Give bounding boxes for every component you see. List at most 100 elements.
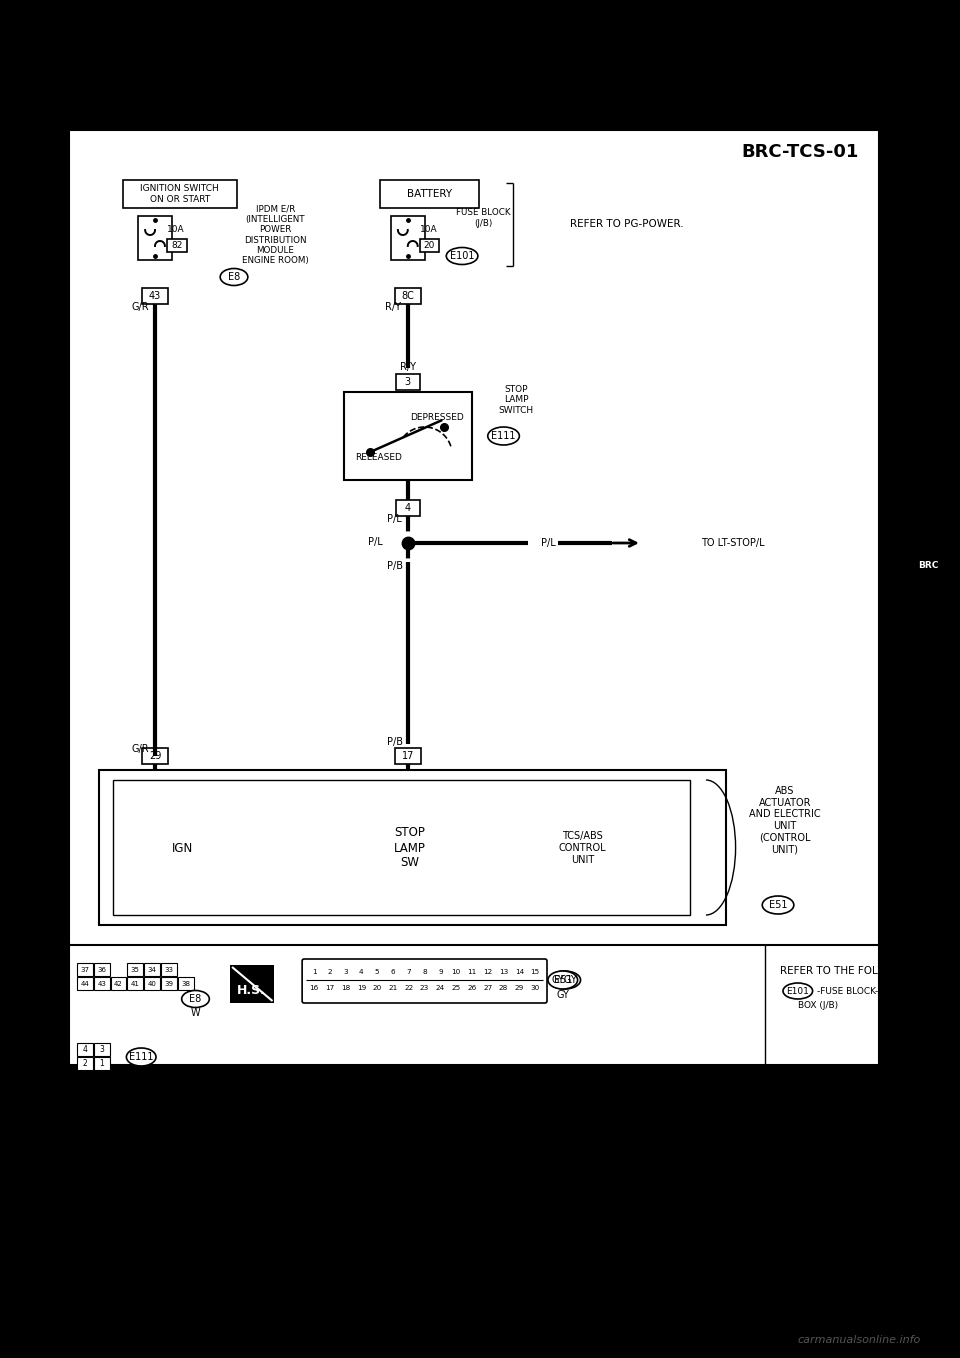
FancyBboxPatch shape [230, 966, 275, 1004]
Text: 11: 11 [468, 970, 476, 975]
Text: IGNITION SWITCH
ON OR START: IGNITION SWITCH ON OR START [140, 185, 219, 204]
Text: 16: 16 [309, 985, 319, 991]
Text: TO LT-STOP/L: TO LT-STOP/L [701, 538, 765, 549]
Text: 3: 3 [99, 1046, 104, 1054]
Text: E8: E8 [189, 994, 202, 1004]
Text: M: M [921, 1092, 936, 1108]
FancyBboxPatch shape [396, 373, 420, 390]
FancyBboxPatch shape [178, 976, 194, 990]
Text: E101: E101 [450, 251, 474, 261]
Text: R/Y: R/Y [385, 301, 401, 312]
Text: 18: 18 [341, 985, 350, 991]
Text: E51: E51 [554, 975, 572, 985]
FancyBboxPatch shape [391, 216, 424, 259]
Text: 9: 9 [438, 970, 443, 975]
Text: ABS
ACTUATOR
AND ELECTRIC
UNIT
(CONTROL
UNIT): ABS ACTUATOR AND ELECTRIC UNIT (CONTROL … [749, 786, 821, 854]
Ellipse shape [548, 971, 578, 989]
Text: 12: 12 [483, 970, 492, 975]
Text: 27: 27 [483, 985, 492, 991]
Text: E8: E8 [228, 272, 240, 282]
FancyBboxPatch shape [77, 1043, 93, 1057]
Text: 35: 35 [131, 967, 140, 972]
Text: 10: 10 [451, 970, 461, 975]
Text: 13: 13 [499, 970, 508, 975]
Text: RELEASED: RELEASED [355, 454, 401, 463]
Text: E51: E51 [769, 900, 787, 910]
Text: W: W [191, 1008, 201, 1018]
Text: FUSE BLOCK
(J/B): FUSE BLOCK (J/B) [456, 208, 511, 228]
Text: 36: 36 [97, 967, 107, 972]
FancyBboxPatch shape [99, 770, 726, 925]
Ellipse shape [446, 247, 478, 265]
FancyBboxPatch shape [77, 1057, 93, 1070]
Text: 10A: 10A [420, 224, 437, 234]
Text: 19: 19 [357, 985, 366, 991]
Text: 24: 24 [436, 985, 445, 991]
Text: GYGY: GYGY [552, 975, 578, 985]
Text: 10A: 10A [167, 224, 184, 234]
Text: 22: 22 [404, 985, 414, 991]
Ellipse shape [549, 971, 581, 989]
Text: 20: 20 [372, 985, 382, 991]
Text: 8: 8 [422, 970, 427, 975]
Text: IPDM E/R
(INTELLIGENT
POWER
DISTRIBUTION
MODULE
ENGINE ROOM): IPDM E/R (INTELLIGENT POWER DISTRIBUTION… [242, 205, 309, 266]
Text: 21: 21 [389, 985, 397, 991]
Text: 4: 4 [83, 1046, 87, 1054]
Text: 25: 25 [451, 985, 461, 991]
Text: IGN: IGN [172, 842, 193, 854]
Text: J: J [925, 862, 931, 877]
FancyBboxPatch shape [161, 976, 177, 990]
Text: 17: 17 [401, 751, 414, 760]
Text: 43: 43 [97, 980, 107, 986]
Text: A: A [923, 155, 934, 170]
Text: 7: 7 [406, 970, 411, 975]
Text: -FUSE BLOCK-JUNCTION: -FUSE BLOCK-JUNCTION [817, 986, 923, 995]
FancyBboxPatch shape [94, 963, 109, 976]
Ellipse shape [783, 983, 812, 999]
FancyBboxPatch shape [94, 1057, 109, 1070]
Text: 28: 28 [499, 985, 508, 991]
Text: P/B: P/B [387, 737, 403, 747]
FancyBboxPatch shape [167, 239, 186, 251]
Text: 4: 4 [405, 502, 411, 513]
Text: 1: 1 [99, 1059, 104, 1067]
Text: 34: 34 [148, 967, 156, 972]
FancyBboxPatch shape [142, 748, 168, 765]
Text: 82: 82 [171, 240, 182, 250]
Text: H: H [922, 713, 934, 728]
FancyBboxPatch shape [395, 288, 420, 304]
Text: W: W [136, 1066, 146, 1076]
Text: H.S.: H.S. [237, 985, 266, 998]
Text: STOP
LAMP
SWITCH: STOP LAMP SWITCH [498, 386, 534, 416]
FancyBboxPatch shape [302, 959, 547, 1004]
Text: BRC: BRC [918, 561, 938, 569]
Text: P/B: P/B [387, 561, 403, 570]
Text: 15: 15 [531, 970, 540, 975]
Text: 4: 4 [359, 970, 364, 975]
Text: 2: 2 [83, 1059, 87, 1067]
Text: 26: 26 [468, 985, 476, 991]
FancyBboxPatch shape [380, 181, 479, 208]
FancyBboxPatch shape [420, 239, 440, 251]
FancyBboxPatch shape [395, 748, 420, 765]
Text: L: L [924, 1013, 933, 1028]
Text: 17: 17 [325, 985, 334, 991]
Text: TCS/ABS
CONTROL
UNIT: TCS/ABS CONTROL UNIT [559, 831, 607, 865]
Text: REFER TO PG-POWER.: REFER TO PG-POWER. [570, 219, 684, 230]
Text: R/Y: R/Y [399, 363, 416, 372]
Text: P/L: P/L [541, 538, 556, 549]
Text: 39: 39 [164, 980, 174, 986]
Text: G: G [922, 637, 934, 652]
Text: I: I [925, 788, 931, 803]
Ellipse shape [181, 990, 209, 1008]
Text: P/L: P/L [369, 536, 383, 547]
Text: 2: 2 [327, 970, 332, 975]
Text: 37: 37 [81, 967, 89, 972]
Text: 20: 20 [423, 240, 435, 250]
FancyBboxPatch shape [77, 976, 93, 990]
Text: P/L: P/L [387, 513, 402, 524]
Text: GY: GY [557, 990, 569, 999]
Text: carmanualsonline.info: carmanualsonline.info [798, 1335, 921, 1344]
Text: STOP
LAMP
SW: STOP LAMP SW [394, 827, 425, 869]
Text: 42: 42 [114, 980, 123, 986]
